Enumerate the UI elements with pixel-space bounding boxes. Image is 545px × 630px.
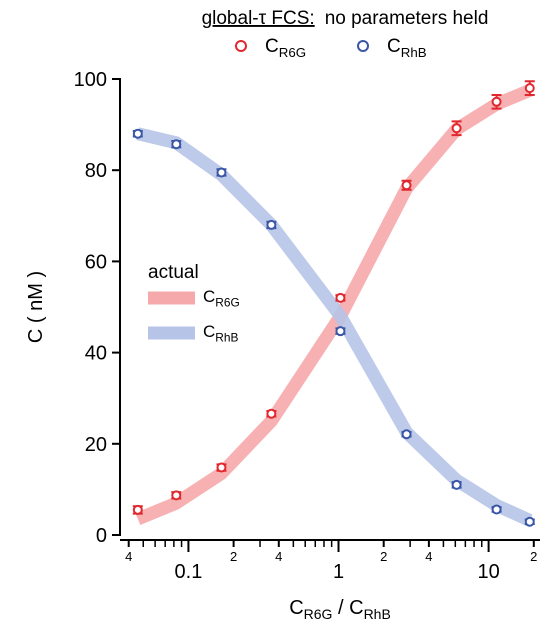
y-tick-label: 100 bbox=[74, 69, 107, 91]
legend-label: CR6G bbox=[265, 36, 306, 60]
x-label-sub: RhB bbox=[364, 606, 391, 622]
y-tick-label: 40 bbox=[85, 343, 107, 365]
y-axis-label: C ( nM ) bbox=[25, 271, 47, 343]
x-label-part: C bbox=[289, 597, 303, 619]
legend-label-main: C bbox=[387, 36, 401, 57]
y-tick-label: 60 bbox=[85, 251, 107, 273]
marker bbox=[335, 292, 346, 303]
x-minor-tick-label: 2 bbox=[530, 549, 537, 564]
marker bbox=[171, 139, 182, 150]
legend-title: actual bbox=[148, 262, 199, 283]
legend-label-sub: RhB bbox=[401, 45, 427, 60]
marker bbox=[401, 429, 412, 440]
x-minor-tick-label: 2 bbox=[230, 549, 237, 564]
marker bbox=[216, 167, 227, 178]
marker bbox=[491, 504, 502, 515]
y-tick-label: 0 bbox=[96, 525, 107, 547]
title-rest: no parameters held bbox=[325, 8, 489, 29]
x-label-sub: R6G bbox=[304, 606, 333, 622]
x-minor-tick-label: 4 bbox=[275, 549, 282, 564]
legend-label-main: C bbox=[265, 36, 279, 57]
legend-marker bbox=[357, 40, 369, 52]
title-underlined: global-τ FCS: bbox=[202, 8, 315, 29]
x-minor-tick-label: 4 bbox=[125, 549, 132, 564]
marker bbox=[132, 128, 143, 139]
marker bbox=[216, 462, 227, 473]
chart-title: global-τ FCS: no parameters held bbox=[202, 8, 489, 29]
y-tick-label: 20 bbox=[85, 434, 107, 456]
marker bbox=[451, 123, 462, 134]
x-minor-tick-label: 2 bbox=[380, 549, 387, 564]
legend-marker bbox=[235, 40, 247, 52]
legend-label-sub: RhB bbox=[215, 330, 238, 344]
x-tick-label: 10 bbox=[477, 561, 499, 583]
marker bbox=[491, 96, 502, 107]
legend-label-main: C bbox=[203, 287, 215, 306]
x-minor-tick-label: 4 bbox=[425, 549, 432, 564]
marker bbox=[266, 219, 277, 230]
legend-label-sub: R6G bbox=[279, 45, 306, 60]
x-tick-label: 0.1 bbox=[175, 561, 203, 583]
marker bbox=[335, 326, 346, 337]
marker bbox=[451, 479, 462, 490]
marker bbox=[401, 180, 412, 191]
marker bbox=[132, 504, 143, 515]
marker bbox=[524, 83, 535, 94]
legend-label: CRhB bbox=[387, 36, 427, 60]
x-label-part: / C bbox=[332, 597, 363, 619]
marker bbox=[171, 490, 182, 501]
actual-line bbox=[136, 127, 533, 527]
x-tick-label: 1 bbox=[333, 561, 344, 583]
y-tick-label: 80 bbox=[85, 160, 107, 182]
legend-label: CRhB bbox=[203, 322, 238, 344]
legend-label-main: C bbox=[203, 322, 215, 341]
x-axis-label: CR6G / CRhB bbox=[289, 597, 391, 622]
legend-label-sub: R6G bbox=[215, 295, 239, 309]
marker bbox=[266, 408, 277, 419]
legend-label: CR6G bbox=[203, 287, 240, 309]
marker bbox=[524, 516, 535, 527]
